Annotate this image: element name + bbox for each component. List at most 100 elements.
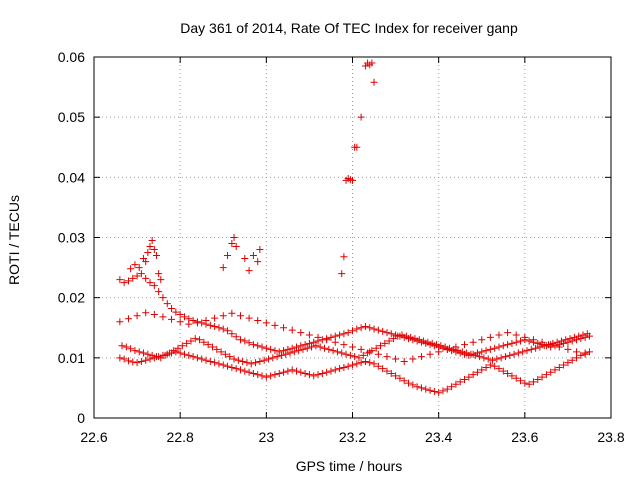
- data-point: [122, 343, 130, 351]
- data-point: [368, 59, 376, 67]
- data-point: [236, 336, 244, 344]
- data-point: [290, 348, 298, 356]
- data-point: [148, 237, 156, 245]
- chart-title: Day 361 of 2014, Rate Of TEC Index for r…: [180, 20, 518, 36]
- data-point: [211, 314, 219, 322]
- data-point: [527, 345, 535, 353]
- data-point: [174, 344, 182, 352]
- data-point: [525, 337, 533, 345]
- data-point: [280, 347, 288, 355]
- data-point: [523, 347, 531, 355]
- data-point: [241, 337, 249, 345]
- data-point: [366, 324, 374, 332]
- data-point: [484, 355, 492, 363]
- data-point: [133, 359, 141, 367]
- data-point: [236, 312, 244, 320]
- data-point: [473, 368, 481, 376]
- data-point: [553, 338, 561, 346]
- data-point: [264, 355, 272, 363]
- data-point: [273, 353, 281, 361]
- data-point: [534, 339, 542, 347]
- x-tick-label: 22.6: [80, 429, 107, 445]
- data-point: [245, 267, 253, 275]
- data-point: [469, 371, 477, 379]
- x-tick-label: 23.2: [339, 429, 366, 445]
- data-point: [512, 331, 520, 339]
- data-point: [338, 270, 346, 278]
- data-point: [573, 354, 581, 362]
- data-point: [349, 361, 356, 369]
- data-point: [144, 249, 152, 257]
- data-point: [504, 341, 512, 349]
- data-point: [359, 351, 367, 359]
- data-point: [120, 279, 128, 287]
- data-point: [435, 389, 443, 397]
- data-point: [370, 325, 378, 333]
- data-point: [323, 336, 331, 344]
- data-point: [286, 349, 294, 357]
- data-point: [396, 374, 404, 382]
- data-point: [361, 357, 369, 365]
- data-point: [258, 372, 266, 380]
- data-point: [364, 349, 372, 357]
- data-point: [129, 358, 137, 366]
- data-point: [549, 339, 557, 347]
- data-point: [538, 373, 546, 381]
- data-point: [249, 341, 257, 349]
- data-point: [514, 349, 522, 357]
- data-point: [336, 331, 344, 339]
- data-point: [301, 369, 309, 377]
- data-point: [316, 343, 324, 351]
- data-point: [271, 321, 279, 329]
- data-point: [426, 386, 434, 394]
- data-point: [308, 343, 316, 351]
- data-point: [560, 361, 568, 369]
- data-point: [529, 336, 537, 344]
- data-point: [357, 345, 365, 353]
- data-point: [383, 353, 391, 361]
- data-point: [491, 344, 499, 352]
- data-point: [241, 367, 249, 375]
- data-point: [478, 366, 486, 374]
- data-point: [448, 383, 456, 391]
- data-point: [232, 243, 240, 251]
- data-point: [355, 354, 363, 362]
- data-point: [323, 368, 331, 376]
- data-point: [142, 274, 150, 282]
- data-point: [234, 356, 242, 364]
- data-point: [471, 351, 479, 359]
- data-point: [202, 356, 210, 364]
- data-point: [344, 329, 352, 337]
- data-point: [340, 363, 348, 371]
- data-point: [254, 371, 262, 379]
- data-point: [155, 288, 163, 296]
- data-point: [252, 359, 260, 367]
- data-point: [486, 333, 494, 341]
- data-point: [486, 345, 494, 353]
- data-point: [228, 309, 236, 317]
- data-point: [305, 331, 313, 339]
- data-point: [219, 361, 227, 369]
- data-point: [547, 368, 555, 376]
- data-point: [254, 342, 262, 350]
- data-point: [305, 371, 313, 379]
- data-point: [508, 339, 516, 347]
- data-point: [510, 350, 518, 358]
- data-point: [540, 342, 548, 350]
- data-point: [236, 366, 244, 374]
- data-point: [497, 354, 505, 362]
- data-point: [445, 344, 453, 352]
- data-point: [146, 279, 154, 287]
- data-point: [493, 355, 501, 363]
- data-point: [353, 143, 361, 151]
- data-point: [575, 332, 583, 340]
- data-point: [329, 347, 337, 355]
- data-point: [517, 337, 525, 345]
- data-point: [314, 371, 322, 379]
- y-tick-label: 0.06: [58, 49, 85, 65]
- data-point: [118, 342, 126, 350]
- data-point: [198, 355, 206, 363]
- data-point: [469, 338, 477, 346]
- data-point: [417, 353, 425, 361]
- data-point: [193, 319, 201, 327]
